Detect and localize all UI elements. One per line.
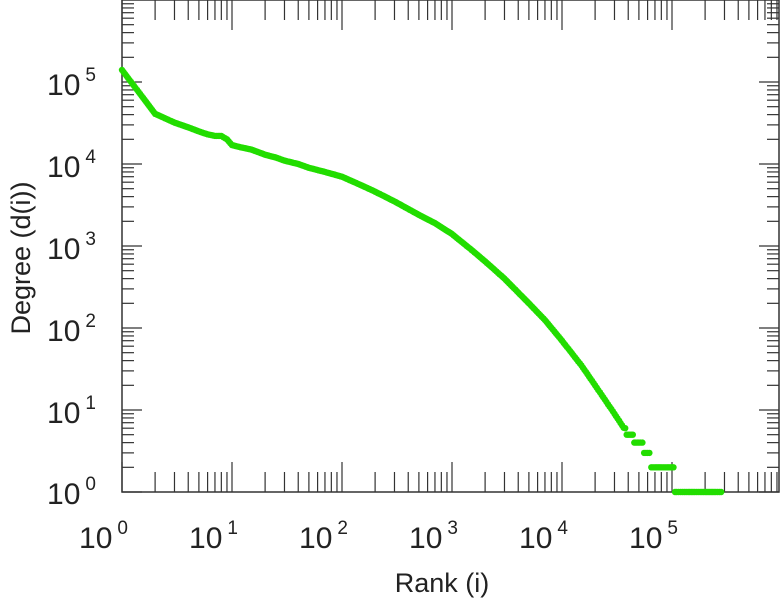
y-tick-label: 10 1	[47, 393, 96, 430]
data-point	[622, 425, 629, 432]
plot-frame	[121, 0, 780, 493]
x-tick-labels: 10 0 10 1 10 2 10 3 10 4 10 5	[79, 518, 678, 555]
y-axis-label: Degree (d(i))	[6, 181, 36, 334]
x-tick-label: 10 4	[519, 518, 568, 555]
data-points	[118, 66, 725, 496]
data-point	[646, 449, 653, 457]
y-tick-label: 10 0	[47, 474, 96, 511]
y-tick-labels: 10 0 10 1 10 2 10 3 10 4 10 5	[47, 65, 96, 511]
y-tick-label: 10 4	[47, 147, 96, 184]
minor-ticks	[122, 0, 779, 492]
x-tick-label: 10 2	[299, 518, 348, 555]
data-point	[639, 439, 646, 446]
data-point	[670, 464, 677, 471]
data-point	[718, 488, 725, 496]
y-tick-label: 10 2	[47, 311, 96, 348]
x-axis-label: Rank (i)	[395, 568, 490, 598]
x-tick-label: 10 1	[189, 518, 238, 555]
x-tick-label: 10 3	[409, 518, 458, 555]
data-point	[629, 431, 636, 438]
x-tick-label: 10 5	[629, 518, 678, 555]
major-ticks	[121, 0, 779, 493]
y-tick-label: 10 3	[47, 229, 96, 266]
y-tick-label: 10 5	[47, 65, 96, 102]
x-tick-label: 10 0	[79, 518, 128, 555]
